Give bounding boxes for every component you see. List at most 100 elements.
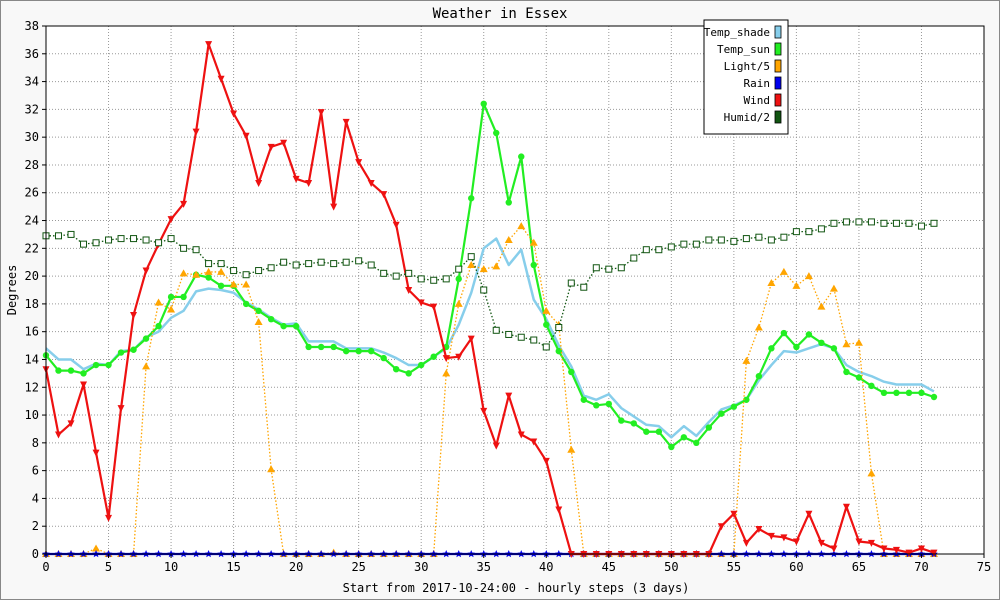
data-point: [80, 370, 87, 377]
series-temp-shade: [45, 237, 935, 439]
data-point: [680, 434, 688, 441]
series-line: [44, 42, 935, 556]
data-point: [743, 396, 750, 403]
data-point: [718, 410, 725, 417]
data-point: [717, 236, 725, 244]
data-point: [217, 75, 225, 83]
data-point: [493, 129, 500, 137]
data-point: [355, 159, 363, 167]
legend-item: Humid/2: [724, 110, 782, 124]
data-point: [793, 343, 800, 351]
data-point: [217, 260, 225, 268]
data-point: [179, 269, 188, 277]
y-tick-label: 24: [25, 214, 39, 228]
data-point: [829, 284, 838, 292]
data-point: [605, 265, 613, 273]
data-point: [317, 343, 325, 351]
data-point: [80, 381, 88, 389]
y-tick-label: 10: [25, 408, 39, 422]
data-point: [267, 264, 275, 272]
data-point: [154, 298, 163, 306]
data-point: [442, 275, 450, 283]
data-point: [555, 506, 563, 514]
legend-label: Light/5: [724, 60, 770, 73]
data-point: [630, 420, 638, 427]
data-point: [330, 203, 338, 211]
data-point: [518, 153, 525, 160]
y-tick-label: 12: [25, 380, 39, 394]
data-point: [217, 282, 225, 290]
data-point: [430, 276, 438, 284]
data-point: [780, 534, 788, 542]
data-point: [830, 545, 838, 553]
data-point: [55, 232, 63, 240]
data-point: [855, 538, 863, 546]
legend-swatch: [774, 59, 782, 73]
data-point: [492, 326, 500, 334]
data-point: [842, 218, 850, 226]
data-point: [367, 347, 375, 355]
y-tick-label: 20: [25, 269, 39, 283]
legend-item: Rain: [744, 76, 782, 90]
data-point: [730, 237, 738, 245]
data-point: [430, 353, 437, 360]
data-point: [230, 110, 238, 118]
data-point: [643, 428, 650, 435]
data-point: [167, 235, 175, 243]
data-point: [868, 382, 875, 390]
data-point: [205, 274, 212, 281]
legend-item: Temp_shade: [704, 25, 782, 39]
data-point: [380, 269, 388, 277]
data-point: [467, 253, 475, 261]
data-point: [854, 338, 863, 346]
data-point: [292, 322, 300, 330]
y-tick-label: 8: [32, 436, 39, 450]
data-point: [192, 128, 200, 136]
data-point: [67, 420, 75, 428]
data-point: [717, 523, 725, 531]
data-point: [155, 322, 162, 330]
data-point: [605, 400, 612, 408]
data-point: [680, 240, 688, 248]
data-point: [55, 431, 63, 439]
data-point: [817, 302, 826, 310]
data-point: [618, 417, 625, 424]
data-point: [842, 503, 850, 511]
data-point: [254, 317, 263, 325]
data-point: [80, 240, 88, 248]
x-tick-label: 50: [664, 560, 678, 574]
data-point: [917, 222, 925, 230]
data-point: [92, 239, 100, 247]
legend-swatch: [774, 76, 782, 90]
x-tick-label: 45: [602, 560, 616, 574]
data-point: [818, 339, 825, 346]
y-tick-label: 18: [25, 297, 39, 311]
data-point: [392, 366, 400, 373]
data-point: [130, 235, 138, 243]
data-point: [242, 280, 251, 288]
data-point: [567, 445, 576, 453]
data-point: [105, 236, 113, 244]
data-point: [380, 354, 387, 362]
data-point: [593, 402, 600, 409]
data-point: [305, 180, 313, 188]
data-point: [205, 41, 213, 49]
x-tick-label: 65: [852, 560, 866, 574]
data-point: [905, 549, 913, 557]
legend-label: Temp_shade: [704, 26, 770, 39]
data-point: [742, 356, 751, 364]
data-point: [768, 345, 775, 352]
legend-item: Wind: [744, 93, 782, 107]
data-point: [405, 269, 413, 277]
y-tick-label: 2: [32, 519, 39, 533]
data-point: [730, 403, 738, 410]
data-point: [455, 353, 463, 361]
data-point: [755, 372, 763, 380]
data-point: [892, 219, 900, 227]
x-tick-label: 20: [289, 560, 303, 574]
data-point: [542, 343, 550, 351]
data-point: [468, 195, 475, 202]
data-point: [580, 283, 588, 291]
data-point: [555, 347, 562, 355]
